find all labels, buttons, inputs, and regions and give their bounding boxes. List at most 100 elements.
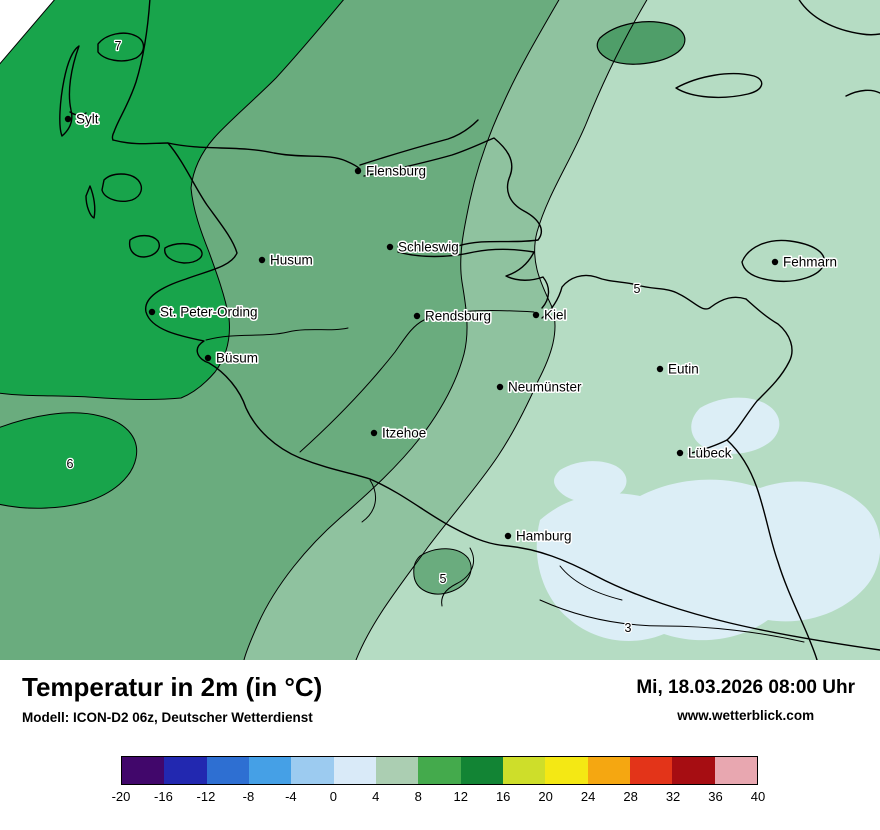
city-markers: Sylt Flensburg Schleswig Husum Fehmarn St. Pe… (64, 110, 839, 545)
legend-colorbar (121, 756, 758, 785)
legend-tick: -4 (285, 789, 297, 804)
isotherm-6 (243, 0, 560, 660)
isotherm-7 (0, 0, 344, 401)
city-dot (496, 383, 504, 391)
contour-value-label: 7 (115, 39, 122, 53)
legend-cell (164, 757, 207, 784)
roemoe-island (97, 32, 145, 62)
nordstrand-peninsula (164, 242, 203, 264)
flensburg-fjord-south (363, 137, 542, 241)
city-label: Büsum (216, 351, 258, 366)
region-cool-luebeck (691, 397, 780, 454)
legend-tick: 36 (708, 789, 723, 804)
city-label: Kiel (544, 308, 567, 323)
legend-cell (587, 757, 630, 784)
domain-corner-line (0, 0, 55, 65)
legend-tick: -8 (242, 789, 255, 804)
legend-tick: 12 (453, 789, 468, 804)
legend-tick: 32 (665, 789, 681, 804)
eider-river (205, 327, 349, 341)
coastlines (59, 0, 880, 660)
city-dot (771, 258, 779, 266)
contour-lines (0, 0, 805, 660)
legend-cell (714, 757, 757, 784)
city-label: Eutin (668, 362, 699, 377)
city-dot (204, 354, 212, 362)
city-label: Schleswig (398, 240, 459, 255)
legend-cell (333, 757, 376, 784)
pellworm-island (128, 234, 160, 258)
city-label: St. Peter-Ording (160, 305, 258, 320)
legend-tick: 4 (372, 789, 380, 804)
contour-value-label: 5 (634, 282, 641, 296)
stoer-river (361, 479, 377, 523)
city-dot (676, 449, 684, 457)
legend-tick: 20 (538, 789, 553, 804)
header-row: Temperatur in 2m (in °C) Modell: ICON-D2… (0, 660, 880, 725)
datetime-block: Mi, 18.03.2026 08:00 Uhr www.wetterblick… (636, 672, 855, 723)
legend-cell (460, 757, 503, 784)
legend-cell (248, 757, 292, 784)
region-warm-southwest (0, 412, 138, 509)
city-dot (258, 256, 266, 264)
schlei-inlet (397, 239, 539, 258)
legend-cell (418, 757, 461, 784)
legend-tick: -16 (154, 789, 173, 804)
legend-cell (629, 757, 673, 784)
city-label: Sylt (76, 112, 99, 127)
title-block: Temperatur in 2m (in °C) Modell: ICON-D2… (22, 672, 322, 725)
legend-cell (545, 757, 588, 784)
region-warm-west (0, 0, 344, 400)
contour-labels: 7 5 6 5 3 (65, 38, 642, 637)
city-label: Flensburg (366, 164, 426, 179)
legend-tick: 28 (623, 789, 638, 804)
legend-tick-labels: -20 -16 -12 -8 -4 0 4 8 12 16 20 24 28 32 36 40 (112, 789, 766, 807)
kiel-bay-coast (505, 251, 747, 319)
city-dot (354, 167, 362, 175)
aeroe-island (675, 72, 763, 99)
city-label: Neumünster (508, 380, 582, 395)
city-label: Lübeck (688, 446, 732, 461)
city-dot (532, 311, 540, 319)
legend-cell (502, 757, 546, 784)
region-warm-elbe-patch (413, 548, 472, 595)
legend-cell (672, 757, 715, 784)
isotherm-5 (355, 0, 648, 660)
kiel-canal (299, 309, 535, 453)
amrum-island (85, 185, 96, 219)
valid-datetime: Mi, 18.03.2026 08:00 Uhr (636, 677, 855, 698)
legend-tick: -12 (196, 789, 216, 804)
model-info: Modell: ICON-D2 06z, Deutscher Wetterdie… (22, 710, 313, 725)
city-dot (656, 365, 664, 373)
legend-tick: 24 (580, 789, 596, 804)
trave-inlet (687, 439, 728, 455)
region-als-island (596, 21, 686, 65)
contour-value-label: 5 (440, 572, 447, 586)
elbe-south-branch-1 (441, 547, 474, 607)
page-title: Temperatur in 2m (in °C) (22, 672, 323, 702)
legend-tick: 8 (414, 789, 422, 804)
elbe-south-branch-2 (559, 565, 623, 601)
city-label: Rendsburg (425, 309, 491, 324)
region-cool-southeast (536, 479, 880, 641)
temperature-legend: -20 -16 -12 -8 -4 0 4 8 12 16 20 24 28 32 36 40 (112, 756, 766, 807)
lolland-coast (845, 89, 880, 97)
info-panel: Temperatur in 2m (in °C) Modell: ICON-D2… (0, 660, 880, 830)
legend-tick: 16 (495, 789, 511, 804)
city-dot (370, 429, 378, 437)
north-sea-coast-and-elbe (145, 142, 880, 651)
city-dot (504, 532, 512, 540)
legend-cell (122, 757, 165, 784)
temperature-map: 7 5 6 5 3 Sylt Flensburg Schleswig Husum Fehmarn… (0, 0, 880, 660)
legend-cell (375, 757, 419, 784)
flensburg-fjord-north (359, 119, 479, 166)
city-label: Hamburg (516, 529, 572, 544)
city-dot (148, 308, 156, 316)
website-link[interactable]: www.wetterblick.com (677, 708, 815, 723)
city-dot (386, 243, 394, 251)
city-label: Fehmarn (783, 255, 837, 270)
danish-border (112, 139, 361, 170)
sylt-island (59, 45, 87, 137)
legend-tick: -20 (111, 789, 131, 804)
city-label: Husum (270, 253, 313, 268)
